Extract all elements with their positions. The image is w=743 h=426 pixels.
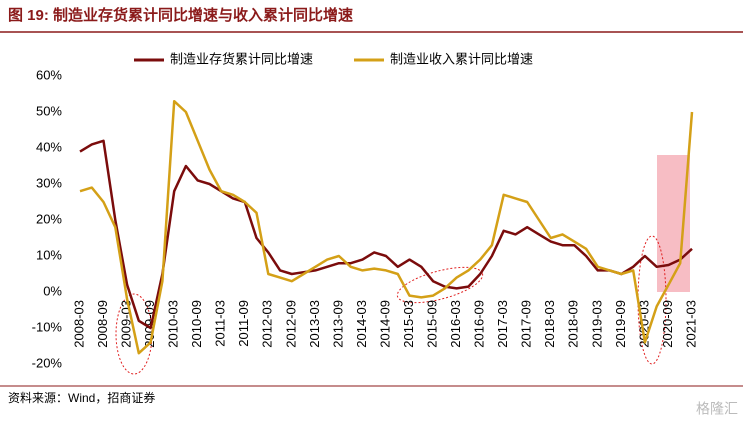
x-tick-label: 2014-03	[354, 300, 369, 348]
x-tick-label: 2014-09	[377, 300, 392, 348]
x-tick-label: 2017-03	[495, 300, 510, 348]
y-tick-label: 30%	[36, 175, 62, 190]
y-tick-label: 10%	[36, 247, 62, 262]
y-tick-label: 0%	[43, 283, 62, 298]
x-tick-label: 2021-03	[683, 300, 698, 348]
x-tick-label: 2019-09	[613, 300, 628, 348]
x-tick-label: 2010-03	[166, 300, 181, 348]
x-tick-label: 2012-09	[283, 300, 298, 348]
x-tick-label: 2020-09	[660, 300, 675, 348]
x-tick-label: 2013-03	[307, 300, 322, 348]
x-tick-label: 2018-03	[542, 300, 557, 348]
legend-label: 制造业收入累计同比增速	[390, 51, 533, 66]
x-tick-label: 2013-09	[330, 300, 345, 348]
x-tick-label: 2008-09	[95, 300, 110, 348]
x-tick-label: 2011-03	[213, 300, 228, 347]
x-tick-label: 2018-09	[566, 300, 581, 348]
x-tick-label: 2010-09	[189, 300, 204, 348]
x-tick-label: 2016-09	[472, 300, 487, 348]
highlight-area	[657, 155, 690, 292]
source: 资料来源：Wind，招商证券	[8, 390, 155, 405]
x-tick-label: 2016-03	[448, 300, 463, 348]
annotation-ellipse	[637, 235, 667, 365]
y-tick-label: 20%	[36, 211, 62, 226]
watermark: 格隆汇	[696, 401, 738, 417]
x-tick-label: 2019-03	[589, 300, 604, 348]
chart-title: 图 19: 制造业存货累计同比增速与收入累计同比增速	[8, 6, 353, 24]
series-line	[79, 139, 693, 330]
legend-label: 制造业存货累计同比增速	[170, 51, 313, 66]
y-tick-label: 50%	[36, 103, 62, 118]
x-tick-label: 2015-03	[401, 300, 416, 348]
y-tick-label: 40%	[36, 139, 62, 154]
annotation-ellipse	[396, 266, 484, 304]
x-tick-label: 2011-09	[236, 300, 251, 347]
x-tick-label: 2017-09	[519, 300, 534, 348]
y-tick-label: -20%	[32, 355, 63, 370]
x-tick-label: 2012-03	[260, 300, 275, 348]
x-tick-label: 2015-09	[425, 300, 440, 348]
y-tick-label: -10%	[32, 319, 63, 334]
series-line	[79, 99, 694, 355]
x-tick-label: 2008-03	[71, 300, 86, 348]
y-tick-label: 60%	[36, 67, 62, 82]
